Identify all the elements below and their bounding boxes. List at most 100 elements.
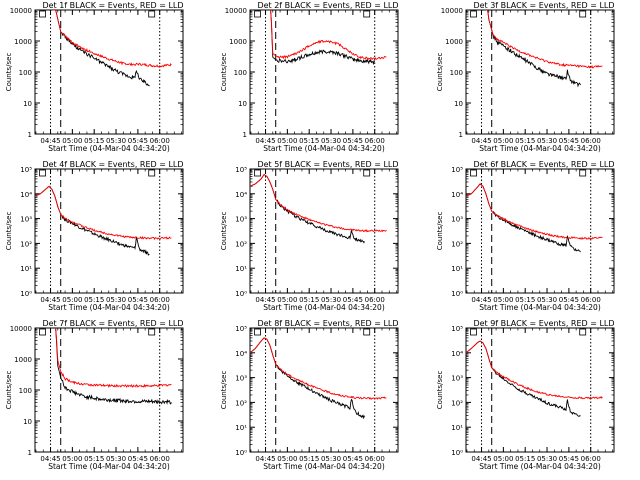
x-tick-label: 05:45 — [128, 296, 148, 304]
lld-series-line — [466, 183, 603, 240]
lld-series-line — [485, 10, 603, 69]
x-axis-label: Start Time (04-Mar-04 04:34:20) — [48, 144, 170, 153]
x-tick-label: 05:30 — [537, 137, 557, 145]
y-tick-label: 10³ — [235, 375, 247, 383]
chart-panel-1: 1 10 100 1000 10000 04:45 05:00 05:15 05:30 05:45… — [5, 1, 184, 153]
x-tick-label: 05:45 — [128, 455, 148, 463]
y-axis-label: Counts/sec — [5, 371, 13, 410]
events-series-line — [250, 337, 365, 420]
x-tick-label: 05:45 — [559, 137, 579, 145]
y-axis-label: Counts/sec — [5, 53, 13, 92]
x-tick-label: 05:00 — [62, 137, 82, 145]
y-axis-label: Counts/sec — [220, 212, 228, 251]
lld-series-line — [250, 173, 387, 233]
marker-box-left — [39, 169, 46, 177]
x-axis-label: Start Time (04-Mar-04 04:34:20) — [263, 462, 385, 471]
events-series-line — [466, 183, 581, 253]
x-axis-label: Start Time (04-Mar-04 04:34:20) — [479, 303, 601, 312]
x-tick-label: 05:30 — [537, 455, 557, 463]
y-axis-label: Counts/sec — [220, 371, 228, 410]
chart-title: Det 6f BLACK = Events, RED = LLD — [473, 160, 614, 169]
marker-box-right — [579, 328, 587, 336]
x-tick-label: 04:45 — [471, 296, 491, 304]
x-tick-label: 05:45 — [343, 296, 363, 304]
plot-frame — [249, 327, 399, 453]
chart-panel-9: 10⁰ 10¹ 10² 10³ 10⁴ 10⁵ 04:45 05:00 05:15 05:30 05… — [436, 319, 615, 471]
x-axis-label: Start Time (04-Mar-04 04:34:20) — [479, 462, 601, 471]
x-axis-label: Start Time (04-Mar-04 04:34:20) — [479, 144, 601, 153]
y-tick-label: 10⁴ — [451, 350, 463, 358]
lld-series-line — [35, 185, 172, 241]
x-tick-label: 05:30 — [537, 296, 557, 304]
x-tick-label: 06:00 — [150, 296, 170, 304]
y-tick-label: 10 — [23, 418, 32, 426]
x-tick-label: 05:30 — [321, 137, 341, 145]
y-tick-label: 10⁵ — [20, 166, 32, 174]
y-tick-label: 1 — [28, 449, 32, 457]
y-tick-label: 10000 — [225, 7, 247, 15]
marker-box-left — [470, 328, 477, 336]
x-tick-label: 05:45 — [559, 296, 579, 304]
y-tick-label: 10⁴ — [451, 191, 463, 199]
chart-title: Det 5f BLACK = Events, RED = LLD — [257, 160, 398, 169]
y-tick-label: 10⁴ — [235, 350, 247, 358]
lld-series-line — [269, 10, 387, 61]
events-series-line — [250, 173, 365, 244]
y-tick-label: 10² — [451, 240, 463, 248]
x-tick-label: 05:30 — [106, 137, 126, 145]
chart-title: Det 3f BLACK = Events, RED = LLD — [473, 1, 614, 10]
marker-box-right — [579, 169, 587, 177]
marker-box-left — [254, 10, 261, 18]
marker-box-right — [148, 328, 156, 336]
x-tick-label: 05:00 — [277, 137, 297, 145]
lld-series-line — [250, 337, 387, 400]
events-series-line — [52, 10, 150, 87]
x-tick-label: 05:00 — [493, 137, 513, 145]
marker-box-right — [148, 10, 156, 18]
y-tick-label: 1000 — [14, 356, 32, 364]
chart-panel-4: 10⁰ 10¹ 10² 10³ 10⁴ 10⁵ 04:45 05:00 05:15 05:30 05… — [5, 160, 184, 312]
y-axis-label: Counts/sec — [436, 53, 444, 92]
events-series-line — [485, 10, 581, 88]
x-tick-label: 05:00 — [493, 455, 513, 463]
y-tick-label: 100 — [234, 69, 247, 77]
x-tick-label: 06:00 — [581, 296, 601, 304]
chart-panel-6: 10⁰ 10¹ 10² 10³ 10⁴ 10⁵ 04:45 05:00 05:15 05:30 05… — [436, 160, 615, 312]
y-tick-label: 10 — [238, 100, 247, 108]
y-tick-label: 10⁵ — [235, 325, 247, 333]
chart-title: Det 9f BLACK = Events, RED = LLD — [473, 319, 614, 328]
x-tick-label: 05:00 — [62, 296, 82, 304]
x-tick-label: 05:15 — [299, 296, 319, 304]
marker-box-right — [363, 169, 371, 177]
x-tick-label: 06:00 — [365, 137, 385, 145]
y-tick-label: 10000 — [10, 7, 32, 15]
y-tick-label: 10³ — [451, 375, 463, 383]
plot-frame — [249, 9, 399, 135]
y-tick-label: 10⁰ — [235, 290, 247, 298]
x-tick-label: 05:15 — [84, 137, 104, 145]
x-tick-label: 05:30 — [106, 455, 126, 463]
marker-box-right — [579, 10, 587, 18]
y-tick-label: 10⁵ — [235, 166, 247, 174]
x-tick-label: 04:45 — [255, 137, 275, 145]
events-series-line — [35, 185, 150, 256]
marker-box-left — [254, 328, 261, 336]
plot-frame — [34, 168, 184, 294]
y-tick-label: 10⁰ — [451, 449, 463, 457]
y-tick-label: 10⁵ — [451, 325, 463, 333]
y-tick-label: 100 — [450, 69, 463, 77]
chart-title: Det 1f BLACK = Events, RED = LLD — [42, 1, 183, 10]
x-tick-label: 04:45 — [471, 455, 491, 463]
x-tick-label: 06:00 — [150, 137, 170, 145]
y-tick-label: 10² — [451, 399, 463, 407]
y-tick-label: 10⁰ — [235, 449, 247, 457]
x-axis-label: Start Time (04-Mar-04 04:34:20) — [263, 144, 385, 153]
lld-series-line — [466, 340, 603, 400]
y-tick-label: 10³ — [451, 216, 463, 224]
y-tick-label: 10⁴ — [20, 191, 32, 199]
y-tick-label: 10 — [454, 100, 463, 108]
y-tick-label: 1 — [459, 131, 463, 139]
events-series-line — [54, 328, 172, 405]
chart-title: Det 8f BLACK = Events, RED = LLD — [257, 319, 398, 328]
y-tick-label: 10⁴ — [235, 191, 247, 199]
